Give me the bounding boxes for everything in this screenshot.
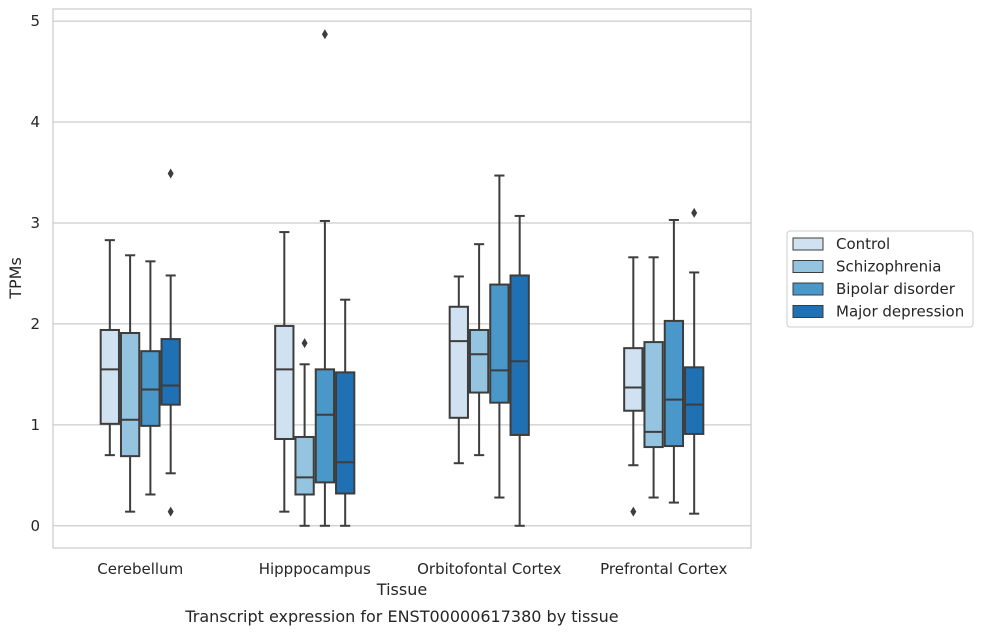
box-body	[663, 319, 685, 448]
box-body	[509, 274, 530, 436]
box-body	[99, 328, 120, 425]
x-tick-label-1: Hipppocampus	[259, 560, 371, 578]
box-body	[335, 371, 356, 495]
legend: Control Schizophrenia Bipolar disorder Majo…	[786, 230, 974, 328]
legend-swatch	[792, 282, 824, 296]
box-body	[643, 341, 664, 449]
box-body	[623, 347, 644, 412]
box-body	[684, 366, 705, 435]
box-body	[448, 305, 469, 419]
legend-label: Bipolar disorder	[836, 280, 956, 298]
legend-item-3: Major depression	[792, 303, 964, 321]
box-body	[119, 332, 141, 458]
box-3-2	[663, 218, 685, 504]
legend-frame	[786, 230, 974, 328]
grid-lines	[53, 20, 751, 527]
x-axis-label: Tissue	[376, 580, 427, 599]
box-body	[140, 350, 161, 427]
outlier-point-0	[301, 338, 308, 349]
legend-item-1: Schizophrenia	[792, 258, 941, 276]
box-2-0	[448, 275, 469, 465]
x-tick-label-3: Prefrontal Cortex	[600, 560, 727, 578]
legend-label: Schizophrenia	[836, 258, 941, 276]
box-1-2	[314, 29, 336, 527]
box-0-0	[99, 239, 120, 457]
y-tick-labels: 0 1 2 3 4 5	[30, 12, 40, 535]
plot-boxes	[99, 29, 705, 527]
box-0-2	[140, 260, 161, 496]
x-tick-label-0: Cerebellum	[97, 560, 183, 578]
box-body	[468, 328, 490, 394]
outlier-point-0	[167, 168, 174, 179]
legend-swatch	[792, 237, 824, 251]
y-tick-label-5: 5	[30, 12, 40, 30]
box-2-1	[468, 243, 490, 457]
y-tick-label-1: 1	[30, 416, 40, 434]
box-body	[160, 338, 181, 406]
legend-swatch	[792, 305, 824, 318]
box-3-3	[684, 207, 705, 515]
box-1-1	[294, 338, 315, 527]
chart-caption: Transcript expression for ENST0000061738…	[184, 607, 618, 626]
box-2-2	[489, 174, 510, 499]
box-body	[314, 368, 336, 484]
legend-swatch	[792, 260, 824, 273]
box-0-1	[119, 254, 141, 513]
y-tick-label-3: 3	[30, 214, 40, 232]
box-1-0	[274, 231, 295, 513]
box-3-0	[623, 256, 644, 517]
y-tick-label-4: 4	[30, 113, 40, 131]
legend-item-2: Bipolar disorder	[792, 280, 956, 298]
box-1-3	[335, 298, 356, 527]
outlier-point-0	[691, 207, 698, 218]
y-tick-label-2: 2	[30, 315, 40, 333]
y-axis-label: TPMs	[6, 257, 25, 300]
box-2-3	[509, 214, 530, 527]
legend-item-0: Control	[792, 235, 890, 253]
box-0-3	[160, 168, 181, 517]
outlier-point-0	[321, 29, 328, 40]
outlier-point-1	[167, 506, 174, 517]
legend-label: Major depression	[836, 303, 964, 321]
plot-frame	[52, 8, 752, 549]
box-body	[274, 324, 295, 440]
box-body	[294, 435, 315, 496]
x-tick-label-2: Orbitofontal Cortex	[417, 560, 561, 578]
y-tick-label-0: 0	[30, 517, 40, 535]
outlier-point-0	[630, 506, 637, 517]
legend-label: Control	[836, 235, 890, 253]
box-3-1	[643, 256, 664, 499]
box-body	[489, 283, 510, 404]
x-tick-labels: Cerebellum Hipppocampus Orbitofontal Corte…	[97, 560, 727, 578]
